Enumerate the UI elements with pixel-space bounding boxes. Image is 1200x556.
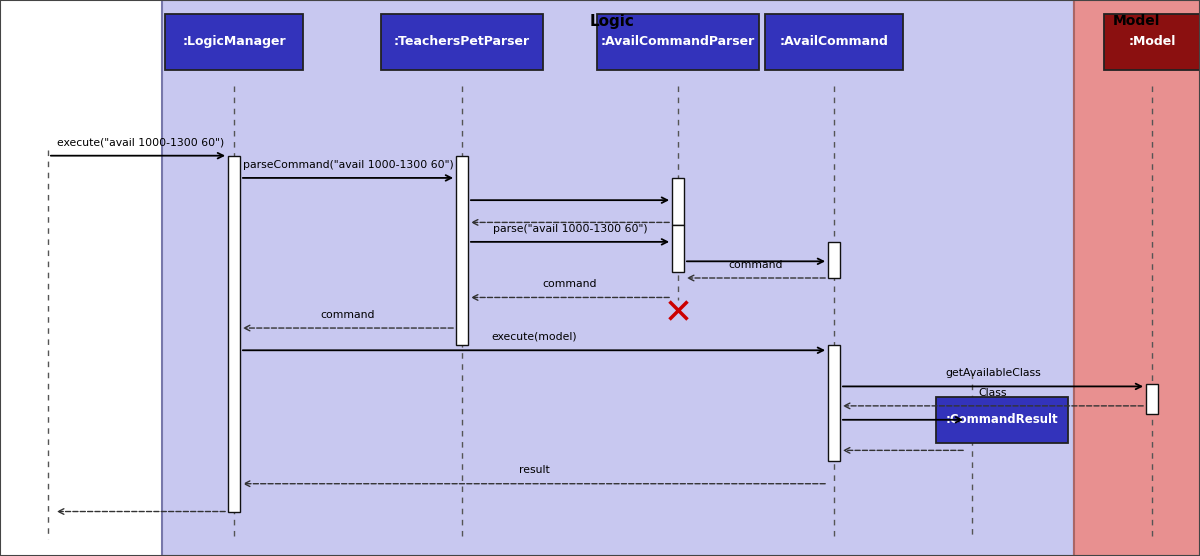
FancyBboxPatch shape (1104, 14, 1200, 70)
Bar (456, 156, 468, 345)
Bar (1146, 384, 1158, 414)
Bar (0, 0, 162, 556)
Text: :LogicManager: :LogicManager (182, 35, 286, 48)
Bar (672, 225, 684, 272)
Bar (672, 178, 684, 225)
Text: parse("avail 1000-1300 60"): parse("avail 1000-1300 60") (493, 224, 647, 234)
Text: Class: Class (979, 388, 1007, 398)
FancyBboxPatch shape (936, 397, 1068, 443)
Bar (228, 156, 240, 512)
Text: getAvailableClass: getAvailableClass (946, 368, 1040, 378)
FancyBboxPatch shape (766, 14, 902, 70)
FancyBboxPatch shape (166, 14, 302, 70)
FancyBboxPatch shape (382, 14, 542, 70)
Text: command: command (542, 279, 598, 289)
Bar (828, 242, 840, 278)
Bar (1074, 0, 1200, 556)
Text: command: command (728, 260, 784, 270)
Text: :AvailCommand: :AvailCommand (780, 35, 888, 48)
Bar (162, 0, 1074, 556)
Text: execute("avail 1000-1300 60"): execute("avail 1000-1300 60") (58, 137, 224, 147)
Text: Logic: Logic (589, 14, 635, 29)
Text: :CommandResult: :CommandResult (946, 413, 1058, 426)
Text: parseCommand("avail 1000-1300 60"): parseCommand("avail 1000-1300 60") (242, 160, 454, 170)
Bar (828, 345, 840, 461)
FancyBboxPatch shape (596, 14, 758, 70)
Text: Model: Model (1112, 14, 1160, 28)
Text: :AvailCommandParser: :AvailCommandParser (601, 35, 755, 48)
Text: :TeachersPetParser: :TeachersPetParser (394, 35, 530, 48)
Text: command: command (320, 310, 376, 320)
Text: :Model: :Model (1128, 35, 1176, 48)
Text: result: result (518, 465, 550, 475)
Text: execute(model): execute(model) (491, 332, 577, 342)
